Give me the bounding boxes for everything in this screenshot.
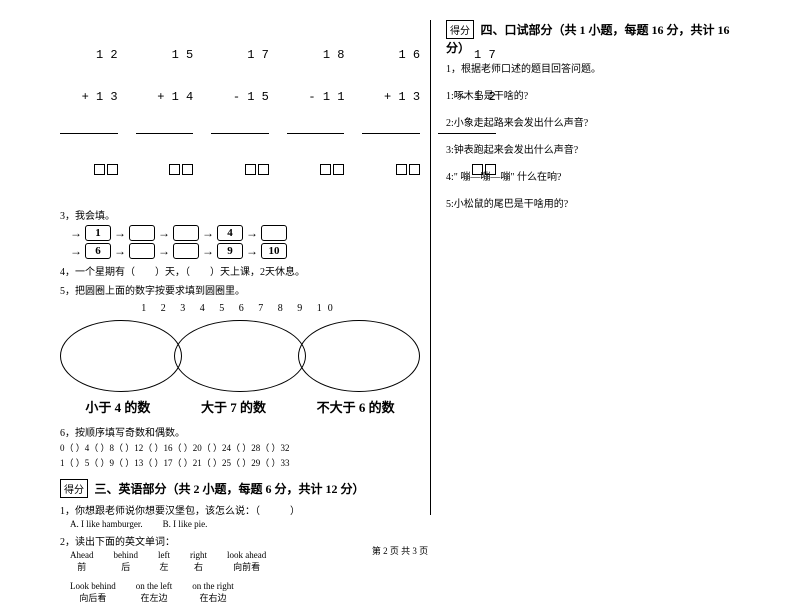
- arith-top: 1 5: [136, 48, 194, 62]
- oral-question: 2:小象走起路来会发出什么声音?: [446, 114, 750, 129]
- oral-question: 1:啄木鸟是干啥的?: [446, 87, 750, 102]
- oval-label: 大于 7 的数: [201, 397, 266, 416]
- question-3: 3，我会填。: [60, 207, 420, 222]
- flow-box: 1: [85, 225, 111, 241]
- oral-question: 5:小松鼠的尾巴是干啥用的?: [446, 195, 750, 210]
- arith-bottom: + 1 4: [136, 90, 194, 104]
- arith-top: 1 6: [362, 48, 420, 62]
- flow-box: [173, 243, 199, 259]
- option-b: B. I like pie.: [163, 519, 208, 529]
- answer-boxes: [60, 164, 118, 175]
- section-3-header: 得分 三、英语部分（共 2 小题，每题 6 分，共计 12 分）: [60, 479, 420, 498]
- arith-rule: [287, 133, 345, 134]
- right-column: 得分 四、口试部分（共 1 小题，每题 16 分，共计 16 分） 1，根据老师…: [430, 20, 750, 515]
- word-item: on the left在左边: [136, 581, 173, 604]
- english-words-row2: Look behind向后看 on the left在左边 on the rig…: [70, 581, 420, 604]
- section-4-header: 得分 四、口试部分（共 1 小题，每题 16 分，共计 16 分）: [446, 20, 750, 56]
- word-en: on the left: [136, 581, 173, 591]
- oval-label: 不大于 6 的数: [317, 397, 395, 416]
- arrow-icon: →: [246, 226, 258, 241]
- arith-bottom: - 1 5: [211, 90, 269, 104]
- oval-label: 小于 4 的数: [85, 397, 150, 416]
- arith-bottom: + 1 3: [60, 90, 118, 104]
- question-6: 6，按顺序填写奇数和偶数。: [60, 424, 420, 439]
- oval: [298, 320, 420, 392]
- even-sequence: 0（ ）4（ ）8（ ）12（ ）16（ ）20（ ）24（ ）28（ ）32: [60, 441, 420, 454]
- word-cn: 右: [190, 560, 207, 573]
- oval-labels: 小于 4 的数 大于 7 的数 不大于 6 的数: [60, 397, 420, 416]
- oral-question: 3:钟表跑起来会发出什么声音?: [446, 141, 750, 156]
- word-cn: 前: [70, 560, 94, 573]
- odd-sequence: 1（ ）5（ ）9（ ）13（ ）17（ ）21（ ）25（ ）29（ ）33: [60, 456, 420, 469]
- arrow-icon: →: [246, 244, 258, 259]
- arrow-icon: →: [202, 226, 214, 241]
- flow-box: [173, 225, 199, 241]
- flow-box: [129, 225, 155, 241]
- arith-item: 1 5 + 1 4: [136, 20, 194, 203]
- arith-rule: [136, 133, 194, 134]
- flow-diagram: → 1 → → → 4 → → 6 → → → 9 → 1: [70, 225, 420, 259]
- question-5: 5，把圆圈上面的数字按要求填到圆圈里。: [60, 282, 420, 297]
- oral-question: 4:" 嘣—嘣—嘣" 什么在响?: [446, 168, 750, 183]
- arrow-icon: →: [114, 244, 126, 259]
- arrow-icon: →: [158, 226, 170, 241]
- english-q1-options: A. I like hamburger. B. I like pie.: [70, 519, 420, 529]
- word-cn: 后: [114, 560, 139, 573]
- flow-row: → 1 → → → 4 →: [70, 225, 420, 241]
- arrow-icon: →: [202, 244, 214, 259]
- right-intro: 1，根据老师口述的题目回答问题。: [446, 60, 750, 75]
- section-4-title: 四、口试部分（共 1 小题，每题 16 分，共计 16 分）: [446, 23, 730, 55]
- arith-rule: [211, 133, 269, 134]
- arith-item: 1 7 - 1 5: [211, 20, 269, 203]
- arrow-icon: →: [114, 226, 126, 241]
- flow-box: 9: [217, 243, 243, 259]
- flow-box: [129, 243, 155, 259]
- answer-boxes: [136, 164, 194, 175]
- flow-box: [261, 225, 287, 241]
- section-3-title: 三、英语部分（共 2 小题，每题 6 分，共计 12 分）: [95, 482, 365, 496]
- score-box: 得分: [446, 20, 474, 39]
- arith-top: 1 7: [211, 48, 269, 62]
- arith-top: 1 2: [60, 48, 118, 62]
- word-cn: 在右边: [192, 591, 234, 604]
- arith-rule: [362, 133, 420, 134]
- flow-row: → 6 → → → 9 → 10: [70, 243, 420, 259]
- flow-box: 10: [261, 243, 287, 259]
- option-a: A. I like hamburger.: [70, 519, 143, 529]
- arith-item: 1 2 + 1 3: [60, 20, 118, 203]
- arithmetic-problems: 1 2 + 1 3 1 5 + 1 4 1 7 - 1 5 1 8 - 1 1: [60, 20, 420, 203]
- word-cn: 在左边: [136, 591, 173, 604]
- arith-bottom: - 1 1: [287, 90, 345, 104]
- answer-boxes: [287, 164, 345, 175]
- flow-box: 6: [85, 243, 111, 259]
- arrow-icon: →: [70, 244, 82, 259]
- arith-top: 1 8: [287, 48, 345, 62]
- arrow-icon: →: [70, 226, 82, 241]
- word-en: Look behind: [70, 581, 116, 591]
- left-column: 1 2 + 1 3 1 5 + 1 4 1 7 - 1 5 1 8 - 1 1: [60, 20, 430, 515]
- arith-bottom: + 1 3: [362, 90, 420, 104]
- word-cn: 向后看: [70, 591, 116, 604]
- english-q1: 1，你想跟老师说你想要汉堡包，该怎么说：（ ）: [60, 502, 420, 517]
- word-item: on the right在右边: [192, 581, 234, 604]
- arith-rule: [60, 133, 118, 134]
- flow-box: 4: [217, 225, 243, 241]
- answer-boxes: [362, 164, 420, 175]
- number-list: 1 2 3 4 5 6 7 8 9 10: [60, 303, 420, 314]
- score-box: 得分: [60, 479, 88, 498]
- word-en: on the right: [192, 581, 234, 591]
- arith-item: 1 6 + 1 3: [362, 20, 420, 203]
- page-footer: 第 2 页 共 3 页: [0, 544, 800, 557]
- oval-group: [60, 320, 420, 392]
- arrow-icon: →: [158, 244, 170, 259]
- word-cn: 左: [158, 560, 170, 573]
- answer-boxes: [211, 164, 269, 175]
- question-4: 4，一个星期有（ ）天，（ ）天上课，2天休息。: [60, 263, 420, 278]
- oval: [60, 320, 182, 392]
- word-cn: 向前看: [227, 560, 266, 573]
- word-item: Look behind向后看: [70, 581, 116, 604]
- oval: [174, 320, 306, 392]
- arith-item: 1 8 - 1 1: [287, 20, 345, 203]
